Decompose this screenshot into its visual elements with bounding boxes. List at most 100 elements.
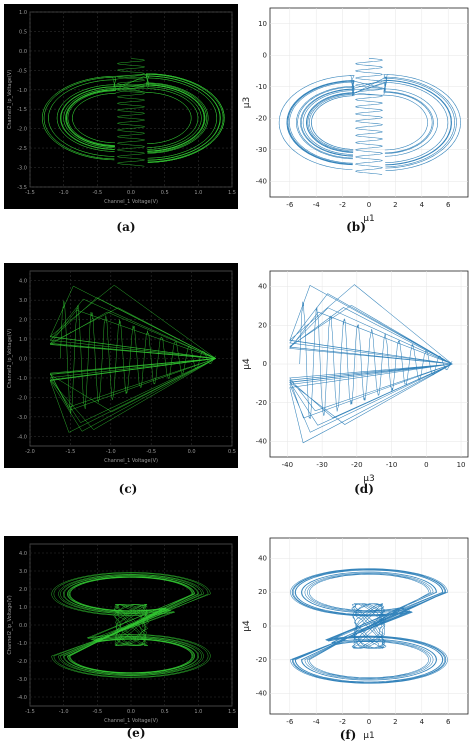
trajectory-series-2 xyxy=(351,603,387,649)
y-tick-label: 3.0 xyxy=(19,298,27,304)
chart-c: -2.0 -1.5 -1.0 -0.5 0.0 0.5 4.0 3.0 2.0 1.0 0.0 -1.… xyxy=(4,263,238,468)
chart-svg-c: -2.0 -1.5 -1.0 -0.5 0.0 0.5 4.0 3.0 2.0 1.0 0.0 -1.… xyxy=(7,270,236,464)
y-tick-label: 0.0 xyxy=(19,357,27,363)
caption-f: (f) xyxy=(339,728,357,742)
y-tick-label: -30 xyxy=(256,146,267,154)
x-tick-label: 4 xyxy=(420,201,425,209)
chart-f: -6 -4 -2 0 2 4 6 40 20 0 -20 -40 μ1 μ4 xyxy=(240,530,474,742)
x-tick-label: 0.5 xyxy=(161,190,169,196)
x-tick-label: 0.5 xyxy=(228,449,236,455)
x-tick-label: -1.0 xyxy=(59,709,69,715)
x-tick-label: 0 xyxy=(367,201,371,209)
chart-a: -1.5 -1.0 -0.5 0.0 0.5 1.0 1.5 1.0 0.5 0.0 -0.5 -1.… xyxy=(4,4,238,209)
y-tick-label: 0 xyxy=(263,360,267,368)
y-tick-label: -20 xyxy=(256,114,267,122)
y-tick-label: 0.5 xyxy=(19,29,27,35)
caption-e: (e) xyxy=(126,726,146,740)
x-axis-label: μ3 xyxy=(363,474,374,484)
x-tick-label: -2 xyxy=(339,201,346,209)
x-tick-label: 0 xyxy=(367,718,371,726)
x-tick-label: 1.0 xyxy=(194,190,202,196)
y-tick-label: 1.0 xyxy=(19,10,27,16)
y-tick-label: 3.0 xyxy=(19,569,27,575)
x-tick-label: -1.5 xyxy=(25,190,35,196)
x-tick-label: -4 xyxy=(313,718,321,726)
trajectory-series-1 xyxy=(278,74,461,171)
y-tick-label: 1.0 xyxy=(19,605,27,611)
y-tick-label: -3.0 xyxy=(17,677,27,683)
chart-svg-d: -40 -30 -20 -10 0 10 40 20 0 -20 -40 μ3 μ4 xyxy=(242,270,469,484)
x-axis-label: μ1 xyxy=(363,731,374,741)
trajectory-series-1 xyxy=(41,73,225,163)
y-tick-label: -40 xyxy=(256,690,267,698)
y-tick-label: -40 xyxy=(256,177,267,185)
caption-d: (d) xyxy=(354,482,374,496)
x-tick-label: 10 xyxy=(457,461,466,469)
x-tick-label: 0 xyxy=(424,461,428,469)
y-tick-label: -1.0 xyxy=(17,376,27,382)
y-axis-label: Channel2_ip_Voltage(V) xyxy=(7,70,13,129)
y-tick-label: 10 xyxy=(258,20,267,28)
trajectory-series-2 xyxy=(354,58,384,175)
y-tick-label: 2.0 xyxy=(19,318,27,324)
chart-b: -6 -4 -2 0 2 4 6 10 0 -10 -20 -30 -40 μ1 μ3 xyxy=(240,0,474,225)
x-tick-label: -6 xyxy=(286,201,294,209)
trajectory-series-2 xyxy=(49,284,217,433)
y-tick-label: 4.0 xyxy=(19,279,27,285)
y-tick-label: 20 xyxy=(258,321,267,329)
y-tick-label: 1.0 xyxy=(19,337,27,343)
y-tick-label: -4.0 xyxy=(17,434,27,440)
x-tick-label: -1.0 xyxy=(59,190,69,196)
y-tick-label: 0.0 xyxy=(19,49,27,55)
x-axis-label: Channel_1 Voltage(V) xyxy=(104,199,158,205)
y-tick-label: -0.5 xyxy=(17,68,27,74)
x-tick-label: -6 xyxy=(286,718,294,726)
x-tick-label: -1.0 xyxy=(106,449,116,455)
caption-a: (a) xyxy=(116,220,136,234)
x-axis-label: Channel_1 Voltage(V) xyxy=(104,458,158,464)
x-axis-label: Channel_1 Voltage(V) xyxy=(104,718,158,724)
y-tick-label: -1.0 xyxy=(17,641,27,647)
y-axis-label: Channel2_ip_Voltage(V) xyxy=(7,595,13,654)
x-tick-label: 0.0 xyxy=(127,709,135,715)
y-tick-label: 0 xyxy=(263,51,267,59)
y-tick-label: -3.5 xyxy=(17,185,27,191)
x-tick-label: -10 xyxy=(386,461,397,469)
x-tick-label: -0.5 xyxy=(146,449,156,455)
x-tick-label: 6 xyxy=(446,201,451,209)
trajectory-series-2 xyxy=(113,604,149,646)
y-tick-label: -3.0 xyxy=(17,166,27,172)
y-axis-label: μ3 xyxy=(242,97,252,108)
x-tick-label: -0.5 xyxy=(92,190,102,196)
caption-c: (c) xyxy=(118,482,138,496)
y-tick-label: -2.5 xyxy=(17,146,27,152)
y-tick-label: -1.0 xyxy=(17,88,27,94)
x-tick-label: 1.5 xyxy=(228,190,236,196)
y-tick-label: 0 xyxy=(263,622,267,630)
y-tick-label: -20 xyxy=(256,399,267,407)
y-tick-label: -2.0 xyxy=(17,127,27,133)
x-tick-label: -30 xyxy=(316,461,327,469)
y-tick-label: -4.0 xyxy=(17,695,27,701)
x-tick-label: 2 xyxy=(393,201,397,209)
x-tick-label: -20 xyxy=(351,461,362,469)
chart-svg-e: -1.5 -1.0 -0.5 0.0 0.5 1.0 1.5 4.0 3.0 2.0 1.0 0.0 -… xyxy=(7,543,236,724)
chart-e: -1.5 -1.0 -0.5 0.0 0.5 1.0 1.5 4.0 3.0 2.0 1.0 0.0 -… xyxy=(4,536,238,728)
y-tick-label: -3.0 xyxy=(17,415,27,421)
x-axis-label: μ1 xyxy=(363,214,374,224)
y-tick-label: -1.5 xyxy=(17,107,27,113)
x-tick-label: -1.5 xyxy=(66,449,76,455)
trajectory-series-2 xyxy=(289,284,454,444)
caption-b: (b) xyxy=(346,220,366,234)
chart-d: -40 -30 -20 -10 0 10 40 20 0 -20 -40 μ3 μ4 xyxy=(240,263,474,485)
y-tick-label: 40 xyxy=(258,283,267,291)
y-axis-label: μ4 xyxy=(242,358,252,370)
y-tick-label: -2.0 xyxy=(17,659,27,665)
x-tick-label: -1.5 xyxy=(25,709,35,715)
x-tick-label: -0.5 xyxy=(92,709,102,715)
chart-svg-a: -1.5 -1.0 -0.5 0.0 0.5 1.0 1.5 1.0 0.5 0.0 -0.5 -1.… xyxy=(7,10,236,205)
trajectory-series-2 xyxy=(116,58,146,167)
x-tick-label: -2.0 xyxy=(25,449,35,455)
